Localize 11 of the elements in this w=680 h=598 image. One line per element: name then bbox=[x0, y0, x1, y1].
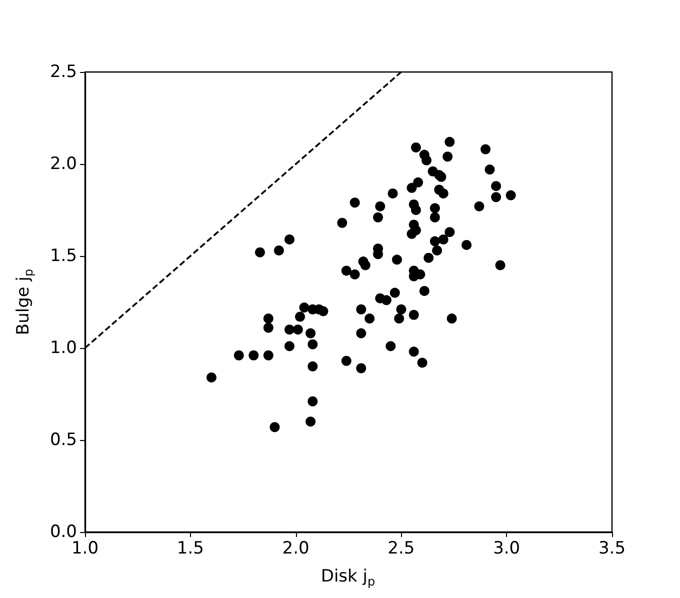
y-tick-label: 2.0 bbox=[50, 154, 77, 174]
x-axis-title: Disk j$_{p}$ bbox=[320, 566, 376, 589]
y-tick-label: 1.0 bbox=[50, 338, 77, 358]
x-tick-label: 2.5 bbox=[388, 538, 415, 558]
x-tick-label: 3.0 bbox=[493, 538, 520, 558]
y-tick-label: 2.5 bbox=[50, 62, 77, 82]
x-tick-label: 2.0 bbox=[282, 538, 310, 558]
x-tick-label: 3.5 bbox=[598, 538, 626, 558]
x-tick-label: 1.5 bbox=[176, 538, 204, 558]
y-tick-label: 1.5 bbox=[50, 246, 77, 266]
y-tick-label: 0.5 bbox=[50, 430, 77, 450]
